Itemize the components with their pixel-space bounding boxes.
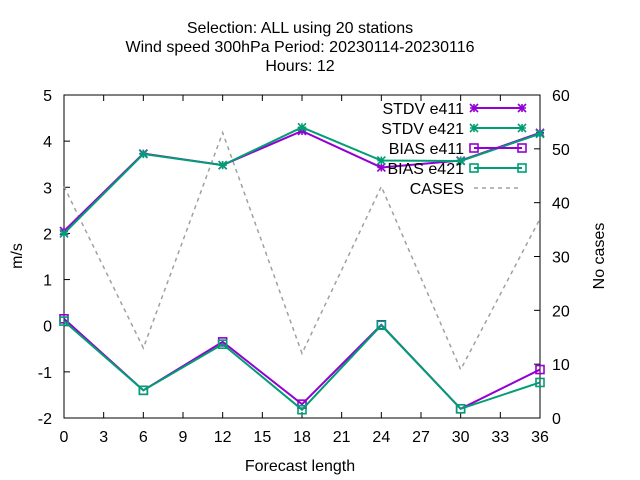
data-point-bias-e421 — [138, 385, 149, 396]
x-tick-label: 27 — [412, 429, 430, 446]
legend-marker — [517, 103, 527, 113]
y-tick-label: -2 — [38, 411, 52, 428]
data-point-bias-e421 — [455, 403, 466, 414]
y-axis-label: m/s — [9, 243, 26, 269]
series-line-stdv-e411 — [63, 129, 541, 232]
data-point-bias-e421 — [59, 316, 69, 326]
legend-marker — [517, 163, 527, 173]
series-line-bias-e421 — [63, 320, 541, 412]
series-bias-e411 — [59, 313, 545, 414]
y-tick-label: 0 — [43, 319, 52, 336]
x-tick-label: 9 — [179, 429, 188, 446]
title-line-2: Wind speed 300hPa Period: 20230114-20230… — [125, 39, 474, 56]
legend-item-stdv-e411: STDV e411 — [382, 101, 527, 118]
series-layer — [59, 122, 545, 415]
data-point-stdv-e421 — [218, 160, 228, 170]
x-tick-label: 15 — [253, 429, 271, 446]
legend-marker — [469, 163, 479, 173]
legend-marker — [469, 143, 479, 153]
y-tick-label: 5 — [43, 88, 52, 105]
legend-label: STDV e411 — [382, 101, 464, 118]
data-point-stdv-e421 — [297, 122, 307, 132]
y2-axis: 0 10 20 30 40 50 60 — [534, 88, 570, 428]
x-tick-label: 3 — [99, 429, 108, 446]
legend-marker — [517, 123, 527, 133]
series-stdv-e421 — [59, 122, 545, 238]
data-point-stdv-e421 — [456, 156, 466, 166]
legend-marker — [517, 143, 527, 153]
x-tick-label: 24 — [372, 429, 390, 446]
legend-label: STDV e421 — [381, 121, 464, 138]
x-tick-label: 30 — [452, 429, 470, 446]
y-tick-label: 3 — [43, 180, 52, 197]
x-tick-label: 21 — [333, 429, 351, 446]
y-tick-label: 1 — [43, 273, 52, 290]
x-tick-label: 12 — [214, 429, 232, 446]
legend-label: BIAS e421 — [388, 161, 465, 178]
data-point-bias-e421 — [217, 339, 228, 349]
y-axis: -2 -1 0 1 2 3 4 5 — [38, 88, 70, 428]
data-point-bias-e421 — [535, 377, 545, 388]
series-line-cases — [63, 130, 541, 372]
legend: STDV e411 STDV e421 BIAS e411 BIAS e421 CASE… — [381, 101, 527, 198]
data-point-stdv-e421 — [138, 149, 148, 159]
legend-marker — [469, 103, 479, 113]
legend-label: CASES — [410, 181, 464, 198]
legend-marker — [469, 123, 479, 133]
y-tick-label: 2 — [43, 226, 52, 243]
y2-tick-label: 60 — [552, 88, 570, 105]
y2-tick-label: 40 — [552, 196, 570, 213]
data-point-stdv-e421 — [376, 155, 386, 166]
series-cases — [63, 130, 541, 372]
x-tick-label: 33 — [491, 429, 509, 446]
y2-axis-label: No cases — [591, 223, 608, 290]
data-point-bias-e411 — [535, 364, 545, 375]
title-line-1: Selection: ALL using 20 stations — [187, 20, 413, 37]
x-tick-label: 36 — [531, 429, 549, 446]
y2-tick-label: 30 — [552, 250, 570, 267]
legend-item-cases: CASES — [410, 181, 522, 198]
legend-item-bias-e411: BIAS e411 — [389, 141, 527, 158]
legend-item-stdv-e421: STDV e421 — [381, 121, 527, 138]
x-axis: 0 3 6 9 12 15 18 21 24 27 30 33 36 — [60, 95, 549, 446]
x-tick-label: 18 — [293, 429, 311, 446]
data-point-stdv-e421 — [59, 228, 69, 238]
legend-label: BIAS e411 — [389, 141, 464, 158]
series-bias-e421 — [59, 316, 545, 415]
legend-item-bias-e421: BIAS e421 — [388, 161, 527, 178]
y2-tick-label: 10 — [552, 357, 570, 374]
x-tick-label: 6 — [139, 429, 148, 446]
y-tick-label: 4 — [43, 134, 52, 151]
y2-tick-label: 0 — [552, 411, 561, 428]
data-point-stdv-e411 — [376, 162, 386, 173]
data-point-bias-e421 — [376, 320, 387, 331]
title-line-3: Hours: 12 — [265, 58, 334, 75]
plot-area-frame — [63, 94, 541, 419]
data-point-bias-e421 — [297, 404, 307, 415]
series-line-stdv-e421 — [63, 126, 541, 235]
y-tick-label: -1 — [38, 365, 52, 382]
chart-title: Selection: ALL using 20 stations Wind sp… — [125, 20, 474, 75]
x-axis-label: Forecast length — [245, 458, 355, 475]
y2-tick-label: 50 — [552, 142, 570, 159]
y2-tick-label: 20 — [552, 303, 570, 320]
data-point-stdv-e421 — [535, 129, 545, 139]
x-tick-label: 0 — [60, 429, 69, 446]
